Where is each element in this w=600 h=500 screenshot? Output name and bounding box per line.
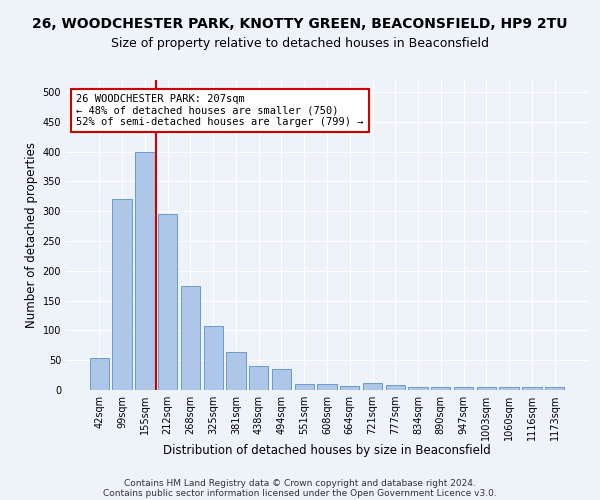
Bar: [90, 358, 109, 390]
X-axis label: Distribution of detached houses by size in Beaconsfield: Distribution of detached houses by size …: [163, 444, 491, 458]
Text: Size of property relative to detached houses in Beaconsfield: Size of property relative to detached ho…: [111, 38, 489, 51]
Bar: [272, 369, 291, 390]
Bar: [340, 386, 359, 390]
Bar: [431, 387, 451, 390]
Y-axis label: Number of detached properties: Number of detached properties: [25, 142, 38, 328]
Text: 26, WOODCHESTER PARK, KNOTTY GREEN, BEACONSFIELD, HP9 2TU: 26, WOODCHESTER PARK, KNOTTY GREEN, BEAC…: [32, 18, 568, 32]
Text: Contains HM Land Registry data © Crown copyright and database right 2024.: Contains HM Land Registry data © Crown c…: [124, 478, 476, 488]
Bar: [181, 286, 200, 390]
Bar: [522, 387, 542, 390]
Bar: [317, 384, 337, 390]
Bar: [454, 387, 473, 390]
Bar: [476, 387, 496, 390]
Bar: [226, 352, 245, 390]
Bar: [203, 326, 223, 390]
Bar: [409, 387, 428, 390]
Bar: [158, 214, 178, 390]
Bar: [499, 387, 519, 390]
Bar: [363, 383, 382, 390]
Bar: [112, 199, 132, 390]
Bar: [249, 366, 268, 390]
Text: Contains public sector information licensed under the Open Government Licence v3: Contains public sector information licen…: [103, 488, 497, 498]
Bar: [545, 387, 564, 390]
Bar: [135, 152, 155, 390]
Text: 26 WOODCHESTER PARK: 207sqm
← 48% of detached houses are smaller (750)
52% of se: 26 WOODCHESTER PARK: 207sqm ← 48% of det…: [76, 94, 364, 127]
Bar: [295, 384, 314, 390]
Bar: [386, 385, 405, 390]
